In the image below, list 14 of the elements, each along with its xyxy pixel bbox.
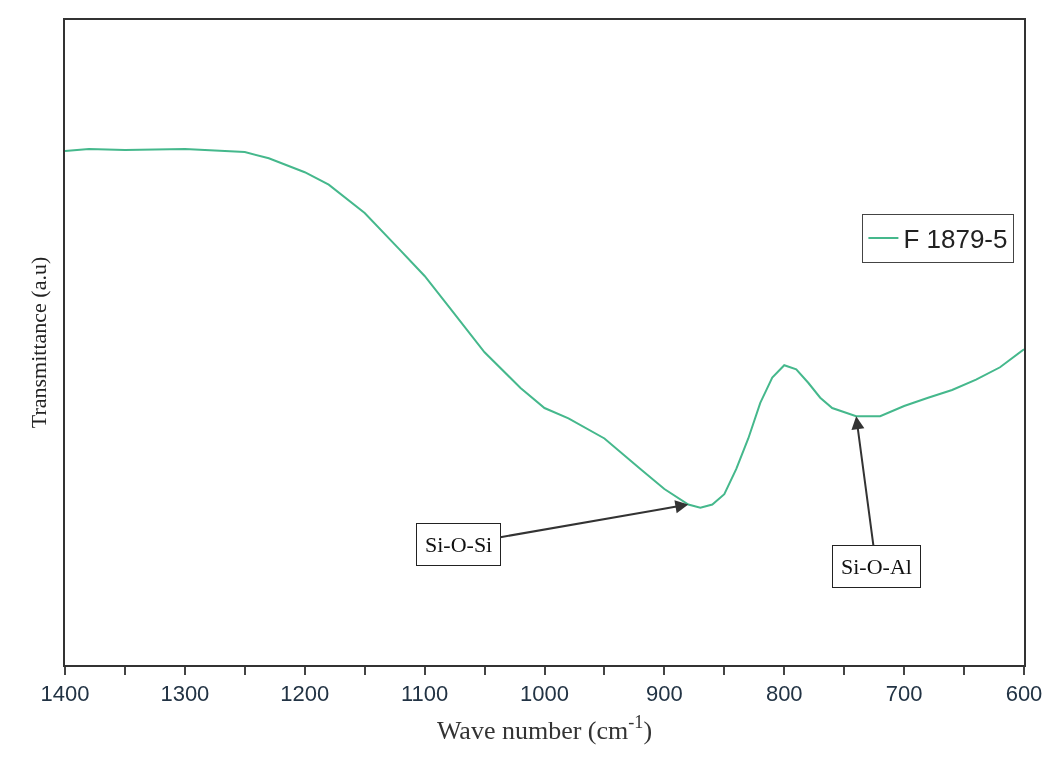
x-axis-title: Wave number (cm$^{-1}$) [436,711,653,745]
x-tick-label: 1100 [400,681,449,707]
x-tick-label: 1200 [280,681,330,707]
x-tick-label: 600 [1005,681,1043,707]
annotation: Si-O-Si [425,532,493,557]
legend-label: F 1879-5 [903,224,1008,255]
annotation: Si-O-Al [841,554,912,579]
x-tick-label: 1000 [520,681,569,707]
x-tick-label: 900 [646,681,683,707]
y-axis-title: Transmittance (a.u) [26,256,52,429]
x-tick-label: 1400 [40,681,90,707]
x-tick-label: 800 [765,681,803,707]
x-tick-label: 700 [885,681,923,707]
x-tick-label: 1300 [160,681,210,707]
